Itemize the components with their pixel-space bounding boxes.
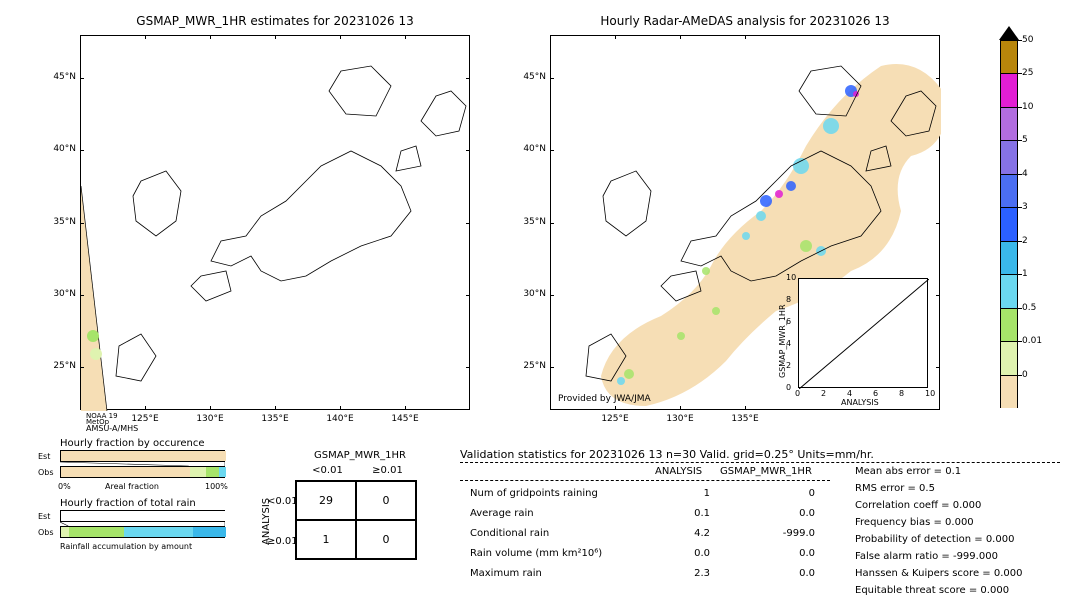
stats-col-analysis: ANALYSIS: [655, 466, 702, 477]
contingency-table: 29 0 1 0: [295, 480, 417, 560]
totalrain-row-obs: Obs: [38, 528, 54, 537]
occurrence-connector-lines: [60, 450, 225, 480]
colorbar: 502510543210.50.010: [1000, 40, 1018, 408]
contingency-title: GSMAP_MWR_1HR: [295, 450, 425, 461]
occurrence-axis-label: Areal fraction: [105, 482, 159, 491]
scatter-inset: [798, 278, 928, 388]
stats-dash-mid: [460, 480, 830, 481]
occurrence-title: Hourly fraction by occurence: [60, 438, 204, 449]
occurrence-axis-0: 0%: [58, 482, 71, 491]
totalrain-title: Hourly fraction of total rain: [60, 498, 196, 509]
occurrence-axis-100: 100%: [205, 482, 228, 491]
contingency-cell-01: 0: [356, 481, 416, 520]
stats-title: Validation statistics for 20231026 13 n=…: [460, 448, 874, 461]
left-map-title: GSMAP_MWR_1HR estimates for 20231026 13: [80, 14, 470, 28]
map-credit: Provided by JWA/JMA: [558, 394, 651, 404]
contingency-cell-10: 1: [296, 520, 356, 559]
contingency-cell-11: 0: [356, 520, 416, 559]
totalrain-connector-lines: [60, 510, 225, 540]
contingency-row1: ≥0.01: [267, 536, 298, 547]
contingency-row0: <0.01: [267, 496, 298, 507]
occurrence-row-obs: Obs: [38, 468, 54, 477]
right-map-title: Hourly Radar-AMeDAS analysis for 2023102…: [550, 14, 940, 28]
contingency-col0: <0.01: [300, 465, 355, 476]
contingency-col1: ≥0.01: [360, 465, 415, 476]
contingency-cell-00: 29: [296, 481, 356, 520]
occurrence-row-est: Est: [38, 452, 50, 461]
stats-col-model: GSMAP_MWR_1HR: [720, 466, 812, 477]
totalrain-footer: Rainfall accumulation by amount: [60, 542, 192, 551]
totalrain-row-est: Est: [38, 512, 50, 521]
stats-dash-top: [460, 462, 1060, 463]
left-map-panel: [80, 35, 470, 410]
